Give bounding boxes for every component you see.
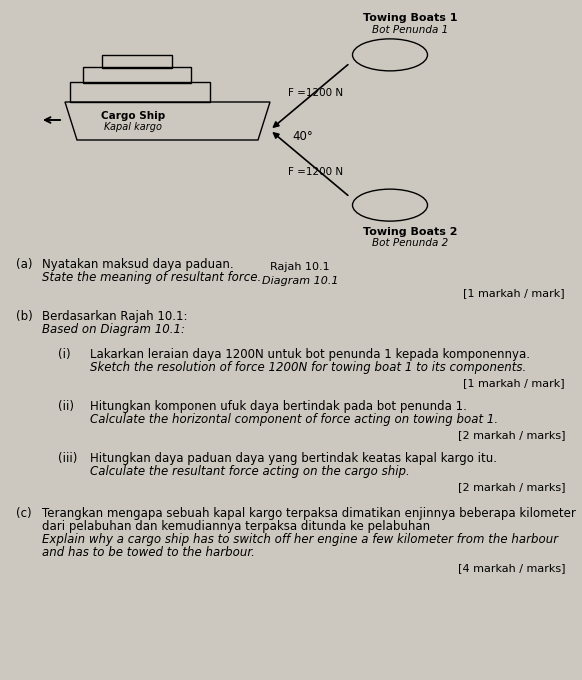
- Bar: [83, 67, 191, 83]
- Text: Explain why a cargo ship has to switch off her engine a few kilometer from the h: Explain why a cargo ship has to switch o…: [42, 533, 558, 546]
- Text: 40°: 40°: [292, 131, 313, 143]
- Text: Based on Diagram 10.1:: Based on Diagram 10.1:: [42, 323, 185, 336]
- Text: Sketch the resolution of force 1200N for towing boat 1 to its components.: Sketch the resolution of force 1200N for…: [90, 361, 526, 374]
- Text: (ii): (ii): [58, 400, 74, 413]
- Text: F =1200 N: F =1200 N: [288, 88, 343, 98]
- Text: [4 markah / marks]: [4 markah / marks]: [457, 563, 565, 573]
- Text: F =1200 N: F =1200 N: [288, 167, 343, 177]
- Text: and has to be towed to the harbour.: and has to be towed to the harbour.: [42, 546, 255, 559]
- Text: State the meaning of resultant force.: State the meaning of resultant force.: [42, 271, 261, 284]
- Text: Hitungkan daya paduan daya yang bertindak keatas kapal kargo itu.: Hitungkan daya paduan daya yang bertinda…: [90, 452, 497, 465]
- Text: Diagram 10.1: Diagram 10.1: [262, 276, 338, 286]
- Text: Kapal kargo: Kapal kargo: [104, 122, 162, 132]
- Text: (i): (i): [58, 348, 70, 361]
- Text: dari pelabuhan dan kemudiannya terpaksa ditunda ke pelabuhan: dari pelabuhan dan kemudiannya terpaksa …: [42, 520, 430, 533]
- Text: [1 markah / mark]: [1 markah / mark]: [463, 378, 565, 388]
- Text: Towing Boats 1: Towing Boats 1: [363, 13, 457, 23]
- Text: Bot Penunda 1: Bot Penunda 1: [372, 25, 448, 35]
- Text: Cargo Ship: Cargo Ship: [101, 111, 165, 121]
- Bar: [102, 55, 172, 68]
- Text: [2 markah / marks]: [2 markah / marks]: [457, 482, 565, 492]
- Text: Terangkan mengapa sebuah kapal kargo terpaksa dimatikan enjinnya beberapa kilome: Terangkan mengapa sebuah kapal kargo ter…: [42, 507, 576, 520]
- Text: Lakarkan leraian daya 1200N untuk bot penunda 1 kepada komponennya.: Lakarkan leraian daya 1200N untuk bot pe…: [90, 348, 530, 361]
- Text: Hitungkan komponen ufuk daya bertindak pada bot penunda 1.: Hitungkan komponen ufuk daya bertindak p…: [90, 400, 467, 413]
- Text: (c): (c): [16, 507, 31, 520]
- Text: Calculate the horizontal component of force acting on towing boat 1.: Calculate the horizontal component of fo…: [90, 413, 498, 426]
- Text: [1 markah / mark]: [1 markah / mark]: [463, 288, 565, 298]
- Text: Calculate the resultant force acting on the cargo ship.: Calculate the resultant force acting on …: [90, 465, 410, 478]
- Text: Berdasarkan Rajah 10.1:: Berdasarkan Rajah 10.1:: [42, 310, 187, 323]
- Text: Rajah 10.1: Rajah 10.1: [270, 262, 330, 272]
- Text: Nyatakan maksud daya paduan.: Nyatakan maksud daya paduan.: [42, 258, 233, 271]
- Text: (b): (b): [16, 310, 33, 323]
- Text: Bot Penunda 2: Bot Penunda 2: [372, 238, 448, 248]
- Bar: [70, 82, 210, 102]
- Text: (a): (a): [16, 258, 33, 271]
- Text: Towing Boats 2: Towing Boats 2: [363, 227, 457, 237]
- Text: (iii): (iii): [58, 452, 77, 465]
- Text: [2 markah / marks]: [2 markah / marks]: [457, 430, 565, 440]
